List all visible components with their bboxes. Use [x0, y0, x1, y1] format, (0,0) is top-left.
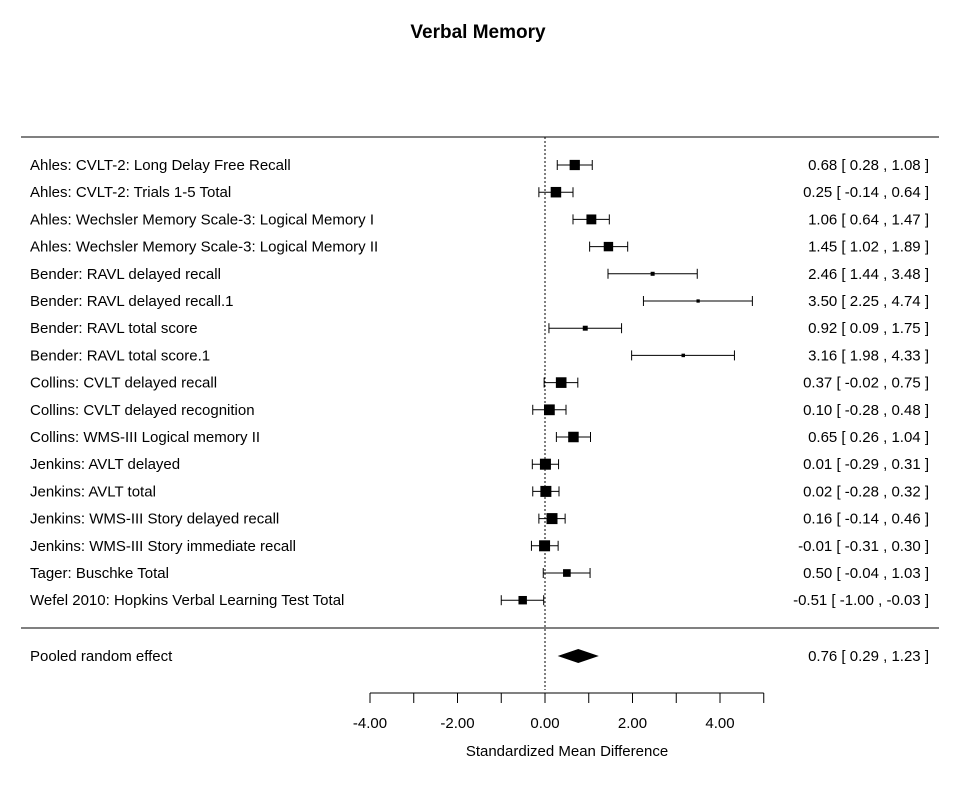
x-tick-label: -2.00 [440, 715, 474, 732]
study-ci-text: 0.68 [ 0.28 , 1.08 ] [808, 157, 929, 174]
x-axis-label: Standardized Mean Difference [466, 743, 668, 760]
study-ci-text: 0.16 [ -0.14 , 0.46 ] [803, 511, 929, 528]
effect-box [540, 485, 552, 497]
study-label: Bender: RAVL total score.1 [30, 347, 210, 364]
study-row: Ahles: Wechsler Memory Scale-3: Logical … [30, 211, 929, 228]
study-label: Bender: RAVL delayed recall [30, 266, 221, 283]
effect-box [539, 540, 551, 552]
study-ci-text: 0.92 [ 0.09 , 1.75 ] [808, 320, 929, 337]
study-ci-text: 0.10 [ -0.28 , 0.48 ] [803, 402, 929, 419]
study-label: Ahles: CVLT-2: Trials 1-5 Total [30, 184, 231, 201]
study-label: Jenkins: AVLT delayed [30, 456, 180, 473]
study-label: Collins: CVLT delayed recall [30, 375, 217, 392]
study-row: Collins: WMS-III Logical memory II 0.65 [… [30, 429, 929, 446]
study-ci-text: 2.46 [ 1.44 , 3.48 ] [808, 266, 929, 283]
effect-box [550, 186, 562, 198]
study-label: Ahles: Wechsler Memory Scale-3: Logical … [30, 211, 374, 228]
effect-box [586, 214, 597, 225]
study-ci-text: 0.37 [ -0.02 , 0.75 ] [803, 375, 929, 392]
study-ci-text: 1.06 [ 0.64 , 1.47 ] [808, 211, 929, 228]
effect-box [603, 241, 614, 252]
study-ci-text: 3.16 [ 1.98 , 4.33 ] [808, 347, 929, 364]
study-row: Bender: RAVL delayed recall.1 3.50 [ 2.25… [30, 293, 929, 310]
study-label: Collins: CVLT delayed recognition [30, 402, 255, 419]
study-row: Jenkins: WMS-III Story delayed recall 0.1… [30, 511, 929, 528]
study-ci-text: 0.50 [ -0.04 , 1.03 ] [803, 565, 929, 582]
study-ci-text: 0.25 [ -0.14 , 0.64 ] [803, 184, 929, 201]
study-label: Jenkins: AVLT total [30, 483, 156, 500]
study-ci-text: -0.01 [ -0.31 , 0.30 ] [798, 538, 929, 555]
study-row: Bender: RAVL total score.1 3.16 [ 1.98 , … [30, 347, 929, 364]
study-label: Ahles: CVLT-2: Long Delay Free Recall [30, 157, 291, 174]
studies-layer: Ahles: CVLT-2: Long Delay Free Recall 0.6… [30, 157, 929, 609]
study-row: Ahles: CVLT-2: Long Delay Free Recall 0.6… [30, 157, 929, 174]
pooled-diamond [557, 649, 599, 663]
study-label: Jenkins: WMS-III Story immediate recall [30, 538, 296, 555]
effect-box [518, 595, 527, 605]
study-row: Jenkins: WMS-III Story immediate recall -… [30, 538, 929, 555]
study-row: Ahles: Wechsler Memory Scale-3: Logical … [30, 239, 929, 256]
study-label: Jenkins: WMS-III Story delayed recall [30, 511, 279, 528]
pooled-ci-text: 0.76 [ 0.29 , 1.23 ] [808, 648, 929, 665]
effect-box [681, 353, 685, 358]
effect-box [650, 271, 655, 276]
effect-box [555, 377, 567, 388]
study-ci-text: 3.50 [ 2.25 , 4.74 ] [808, 293, 929, 310]
x-tick-label: 4.00 [705, 715, 734, 732]
study-row: Bender: RAVL total score 0.92 [ 0.09 , 1.… [30, 320, 929, 337]
study-label: Bender: RAVL total score [30, 320, 198, 337]
study-label: Bender: RAVL delayed recall.1 [30, 293, 233, 310]
study-ci-text: -0.51 [ -1.00 , -0.03 ] [793, 592, 929, 609]
x-tick-label: 2.00 [618, 715, 647, 732]
effect-box [582, 325, 588, 331]
effect-box [568, 431, 579, 443]
study-row: Jenkins: AVLT total 0.02 [ -0.28 , 0.32 ] [30, 483, 929, 500]
x-tick-label: 0.00 [530, 715, 559, 732]
study-row: Collins: CVLT delayed recall 0.37 [ -0.02… [30, 375, 929, 392]
study-ci-text: 0.65 [ 0.26 , 1.04 ] [808, 429, 929, 446]
effect-box [563, 569, 571, 577]
pooled-label: Pooled random effect [30, 648, 173, 665]
study-row: Wefel 2010: Hopkins Verbal Learning Test… [30, 592, 929, 609]
study-ci-text: 1.45 [ 1.02 , 1.89 ] [808, 239, 929, 256]
study-label: Wefel 2010: Hopkins Verbal Learning Test… [30, 592, 344, 609]
study-row: Jenkins: AVLT delayed 0.01 [ -0.29 , 0.31… [30, 456, 929, 473]
study-ci-text: 0.02 [ -0.28 , 0.32 ] [803, 483, 929, 500]
study-ci-text: 0.01 [ -0.29 , 0.31 ] [803, 456, 929, 473]
pooled-layer: Pooled random effect 0.76 [ 0.29 , 1.23 ] [30, 648, 929, 665]
study-row: Tager: Buschke Total 0.50 [ -0.04 , 1.03 … [30, 565, 929, 582]
study-row: Bender: RAVL delayed recall 2.46 [ 1.44 ,… [30, 266, 929, 283]
effect-box [696, 299, 700, 303]
effect-box [543, 404, 555, 416]
study-label: Ahles: Wechsler Memory Scale-3: Logical … [30, 239, 378, 256]
x-axis: -4.00 -2.00 0.00 2.00 4.00 [353, 692, 765, 732]
study-label: Collins: WMS-III Logical memory II [30, 429, 260, 446]
effect-box [546, 513, 558, 525]
study-row: Collins: CVLT delayed recognition 0.10 [ … [30, 402, 929, 419]
chart-title: Verbal Memory [410, 22, 546, 43]
study-row: Ahles: CVLT-2: Trials 1-5 Total 0.25 [ -0… [30, 184, 929, 201]
x-tick-label: -4.00 [353, 715, 387, 732]
study-label: Tager: Buschke Total [30, 565, 169, 582]
effect-box [539, 458, 551, 470]
effect-box [569, 159, 580, 171]
